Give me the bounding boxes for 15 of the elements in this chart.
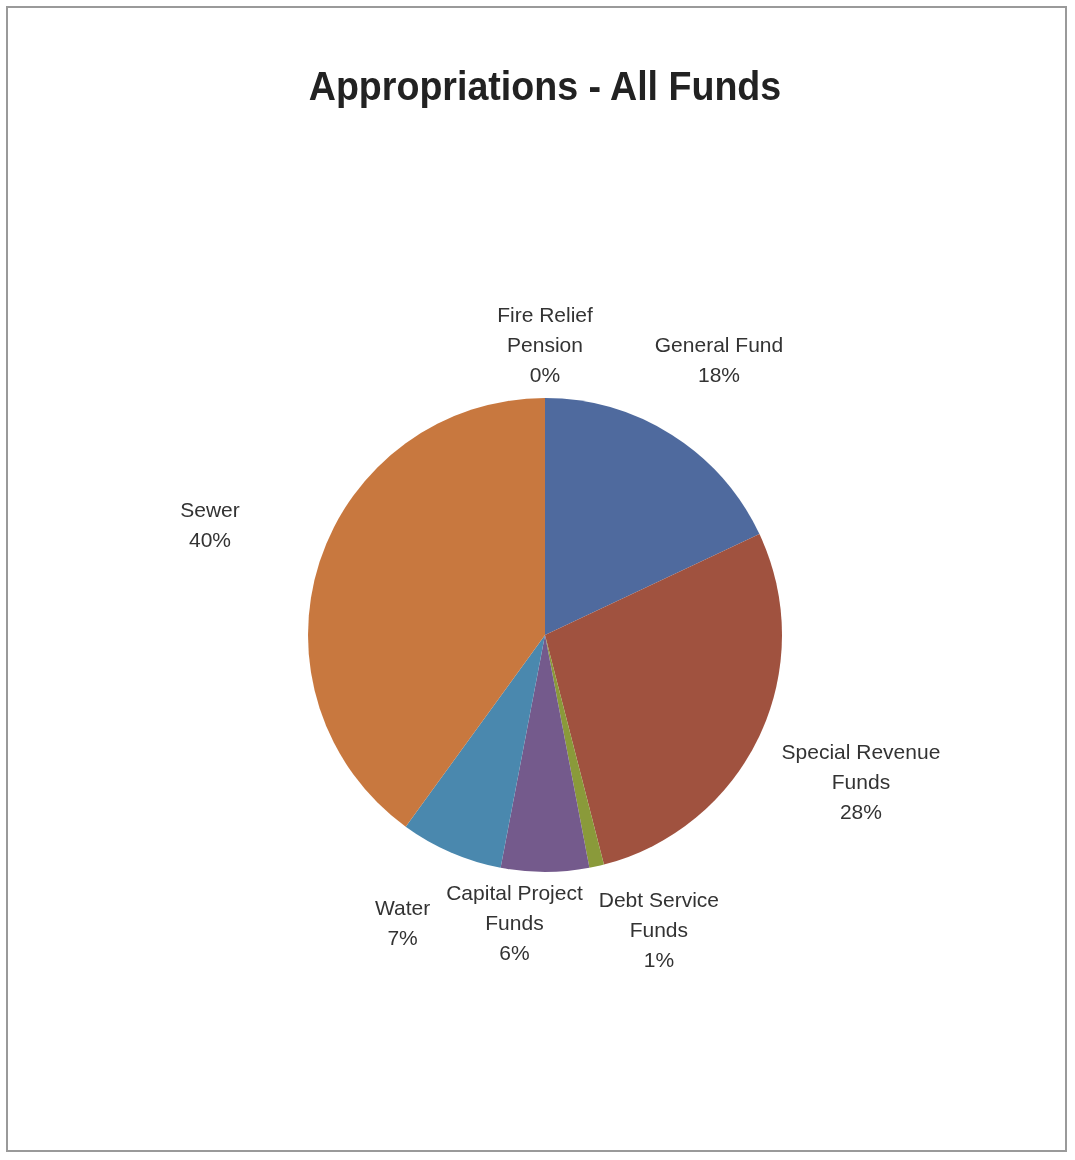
data-label: 18% bbox=[697, 362, 740, 386]
slice-label: General Fund bbox=[654, 332, 784, 356]
text: 0% bbox=[529, 362, 561, 386]
data-label: 6% bbox=[499, 940, 530, 964]
data-label: 7% bbox=[387, 926, 418, 950]
slice-label: Debt Service Funds bbox=[598, 888, 719, 942]
chart-title: Appropriations - All Funds bbox=[308, 63, 782, 109]
data-label: 1% bbox=[643, 948, 675, 972]
slice-label: Special Revenue Funds bbox=[781, 740, 941, 794]
data-label: 40% bbox=[188, 527, 231, 551]
slice-label: Sewer bbox=[180, 497, 240, 521]
data-label: 28% bbox=[839, 800, 882, 824]
slice-label: Capital Project Funds bbox=[446, 880, 583, 934]
category-label: Fire Relief Pension bbox=[497, 302, 593, 356]
slice-label: Water bbox=[374, 896, 431, 920]
